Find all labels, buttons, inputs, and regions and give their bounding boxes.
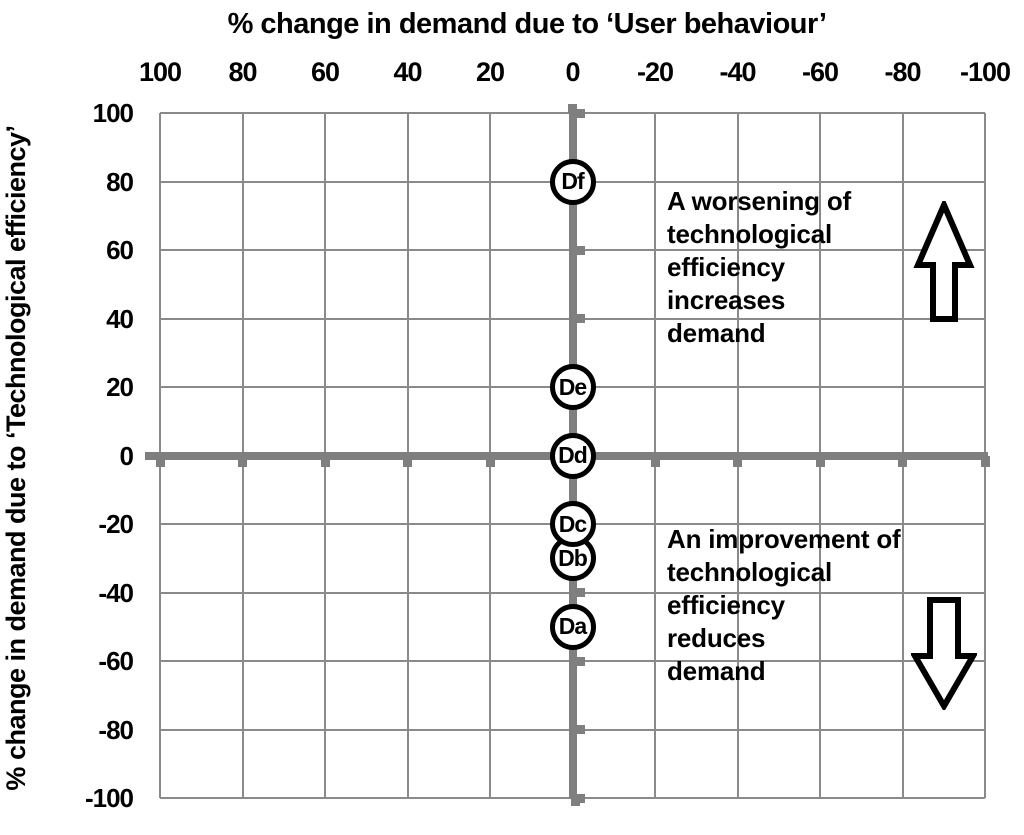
x-tick-label: 100	[138, 57, 182, 87]
data-point-Df: Df	[549, 158, 596, 205]
y-axis-tick	[572, 656, 585, 666]
y-tick-label: -40	[98, 577, 134, 608]
y-tick-label: -80	[98, 714, 134, 745]
y-axis-tick	[572, 245, 585, 255]
x-axis-tick	[733, 455, 742, 467]
up-arrow-icon	[913, 201, 975, 322]
y-tick-label: 60	[106, 235, 134, 265]
x-tick-label: 80	[228, 57, 257, 87]
y-axis-end-tick-top	[568, 104, 577, 113]
y-tick-label: 20	[106, 372, 134, 402]
y-tick-label: 100	[92, 98, 134, 128]
data-point-Dd: Dd	[549, 432, 596, 479]
y-tick-label: 40	[106, 303, 134, 334]
y-axis-tick	[572, 725, 585, 734]
x-axis-tick	[403, 455, 412, 467]
x-axis-tick	[898, 455, 907, 467]
x-tick-label: 0	[565, 57, 580, 87]
x-axis-tick	[238, 455, 247, 467]
data-point-Dc: Dc	[549, 501, 596, 547]
data-point-Da: Da	[549, 603, 596, 650]
y-tick-label: 0	[119, 440, 134, 471]
x-tick-label: -60	[801, 57, 839, 87]
x-tick-label: -20	[636, 57, 674, 87]
x-tick-label: 20	[475, 57, 505, 87]
x-axis-tick	[815, 455, 825, 467]
y-axis-end-tick-bottom	[570, 797, 580, 806]
annotation-lower-right: An improvement of technological efficien…	[667, 524, 901, 686]
x-tick-label: -100	[959, 57, 1011, 87]
x-tick-label: 40	[393, 57, 422, 87]
annotation-upper-right: A worsening of technological efficiency …	[667, 186, 852, 348]
y-axis-tick	[572, 314, 585, 323]
x-axis-title: % change in demand due to ‘User behaviou…	[227, 8, 827, 40]
down-arrow-icon	[911, 597, 977, 710]
y-tick-label: -100	[84, 783, 134, 813]
x-tick-label: -40	[719, 57, 756, 87]
y-tick-label: -60	[98, 646, 134, 676]
x-axis-tick	[485, 455, 495, 467]
y-axis-tick	[572, 108, 585, 118]
x-axis-tick	[650, 455, 660, 467]
y-axis-tick	[572, 588, 585, 597]
x-axis-tick	[980, 455, 990, 467]
x-axis-tick	[320, 455, 330, 467]
data-point-De: De	[549, 364, 596, 410]
x-tick-label: 60	[310, 57, 340, 87]
x-axis-tick	[155, 455, 165, 467]
x-tick-label: -80	[884, 57, 921, 87]
y-tick-label: -20	[98, 509, 134, 539]
y-tick-label: 80	[106, 166, 134, 197]
